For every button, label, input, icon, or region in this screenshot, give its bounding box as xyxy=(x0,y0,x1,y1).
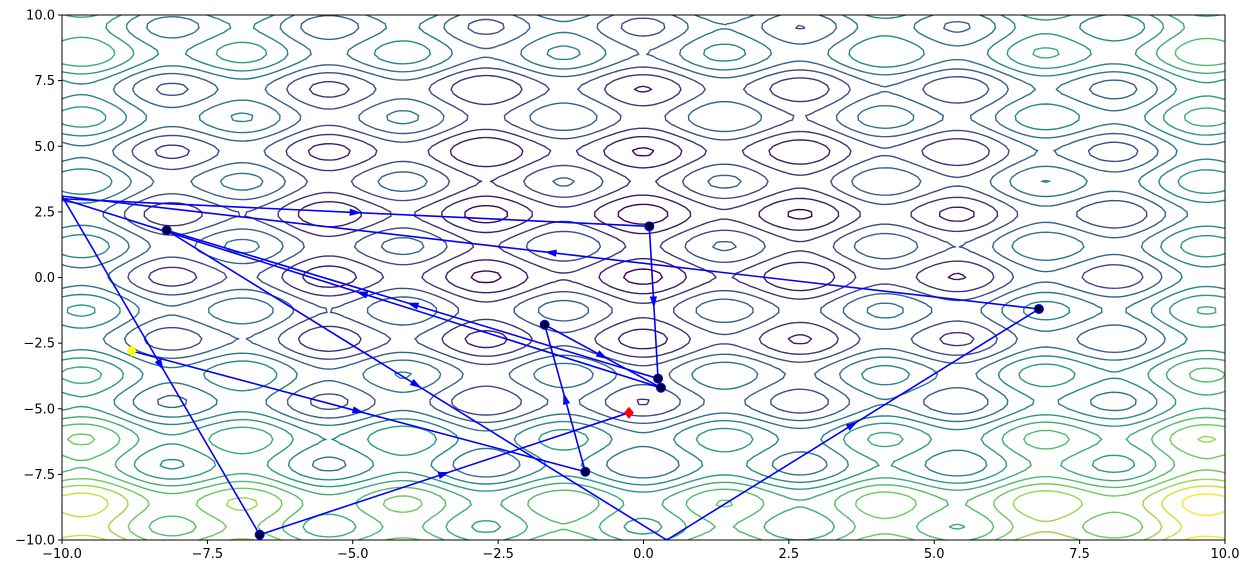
path-markers xyxy=(126,221,1044,540)
path-arrowhead xyxy=(409,378,422,389)
y-tick-label: −5.0 xyxy=(23,402,55,417)
x-tick-label: 10.0 xyxy=(1211,547,1240,562)
path-arrowhead xyxy=(649,296,657,309)
path-arrowhead xyxy=(406,302,420,310)
path-point-marker xyxy=(580,466,591,477)
path-arrowhead xyxy=(154,358,164,371)
contour-level xyxy=(464,147,813,285)
x-tick-label: 2.5 xyxy=(779,547,800,562)
path-point-marker xyxy=(655,382,666,393)
contour-level xyxy=(62,435,1225,540)
contour-level xyxy=(62,15,1225,486)
path-point-marker xyxy=(254,529,265,540)
contour-level xyxy=(62,424,1225,540)
x-tick-label: −2.5 xyxy=(482,547,514,562)
path-point-marker xyxy=(539,319,550,330)
path-arrowhead xyxy=(351,406,365,414)
y-tick-label: −10.0 xyxy=(15,534,55,549)
y-tick-label: 5.0 xyxy=(34,140,55,155)
path-arrowhead xyxy=(355,291,369,299)
contour-level xyxy=(143,74,999,406)
x-tick-label: −5.0 xyxy=(337,547,369,562)
end-marker xyxy=(623,406,634,419)
path-point-marker xyxy=(644,221,655,232)
y-tick-label: −2.5 xyxy=(23,337,55,352)
path-point-marker xyxy=(161,225,172,236)
path-point-marker xyxy=(1033,304,1044,314)
x-tick-label: −10.0 xyxy=(42,547,82,562)
path-point-marker xyxy=(653,373,664,384)
x-tick-label: 7.5 xyxy=(1069,547,1090,562)
contour-level xyxy=(123,17,1148,417)
y-axis: −10.0 −7.5 −5.0 −2.5 0.0 2.5 5.0 7.5 10.0 xyxy=(15,9,62,549)
contour-level xyxy=(62,15,1225,540)
x-tick-label: 0.0 xyxy=(633,547,654,562)
contour-lines xyxy=(62,15,1225,540)
x-tick-label: −7.5 xyxy=(192,547,224,562)
optimization-path xyxy=(62,195,1040,540)
contour-level xyxy=(62,15,1225,535)
x-tick-label: 5.0 xyxy=(924,547,945,562)
contour-level xyxy=(1181,493,1225,540)
path-arrowhead xyxy=(595,350,609,360)
path-arrowhead xyxy=(437,471,451,480)
y-tick-label: 0.0 xyxy=(34,271,55,286)
path-arrowhead xyxy=(845,421,858,431)
start-marker xyxy=(126,345,137,357)
y-tick-label: 10.0 xyxy=(26,9,55,24)
contour-level xyxy=(62,15,1225,540)
y-tick-label: 7.5 xyxy=(34,74,55,89)
contour-level xyxy=(297,85,975,350)
contour-level xyxy=(62,485,1225,540)
y-tick-label: −7.5 xyxy=(23,468,55,483)
contour-level xyxy=(62,15,1188,479)
y-tick-label: 2.5 xyxy=(34,205,55,220)
x-axis: −10.0 −7.5 −5.0 −2.5 0.0 2.5 5.0 7.5 10.0 xyxy=(42,540,1239,562)
contour-level xyxy=(102,15,1166,424)
path-arrowhead xyxy=(563,392,571,405)
path-arrowhead xyxy=(349,208,362,216)
plot-frame xyxy=(61,14,1226,541)
path-arrowhead xyxy=(544,249,557,257)
